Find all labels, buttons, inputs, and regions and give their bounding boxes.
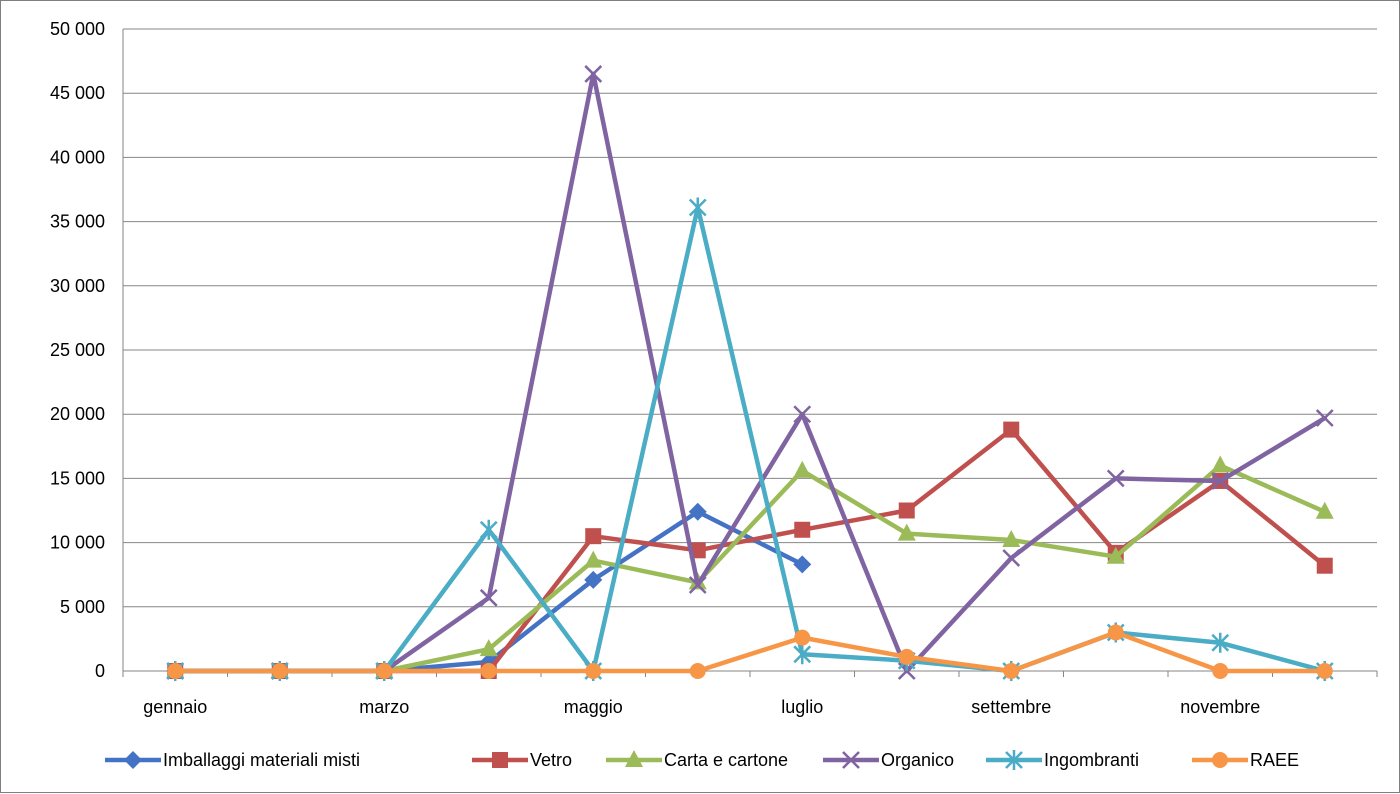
series-vetro	[167, 421, 1333, 679]
legend-item: RAEE	[1192, 750, 1299, 770]
y-tick-label: 10 000	[50, 533, 105, 553]
x-tick-label: luglio	[781, 697, 823, 717]
series-line	[173, 205, 1328, 674]
data-point-diamond	[584, 570, 603, 589]
data-point-circle	[167, 663, 184, 679]
data-point-star	[793, 644, 812, 665]
data-point-circle	[480, 663, 497, 679]
data-point-circle	[376, 663, 393, 679]
data-point-x	[1211, 472, 1230, 490]
x-tick-label: novembre	[1180, 697, 1260, 717]
y-tick-label: 25 000	[50, 340, 105, 360]
data-point-triangle	[479, 639, 498, 657]
legend-label: Imballaggi materiali misti	[163, 750, 360, 770]
data-point-circle	[271, 663, 288, 679]
data-point-x	[584, 65, 603, 83]
data-point-square	[1316, 557, 1333, 574]
data-point-x	[688, 576, 707, 594]
data-point-triangle	[1002, 530, 1021, 548]
data-point-diamond	[688, 502, 707, 521]
data-point-triangle	[584, 550, 603, 568]
y-tick-label: 0	[95, 661, 105, 681]
data-point-diamond	[793, 555, 812, 574]
legend-label: RAEE	[1250, 750, 1299, 770]
legend-item: Carta e cartone	[606, 750, 788, 770]
y-tick-label: 50 000	[50, 19, 105, 39]
x-tick-label: marzo	[359, 697, 409, 717]
data-point-star	[1211, 632, 1230, 653]
data-point-square	[492, 752, 508, 768]
data-point-star	[479, 519, 498, 540]
series-carta-e-cartone	[166, 455, 1334, 678]
data-point-triangle	[1106, 546, 1125, 564]
data-point-circle	[585, 663, 602, 679]
data-point-triangle	[625, 750, 643, 767]
data-point-triangle	[793, 460, 812, 478]
y-tick-label: 15 000	[50, 468, 105, 488]
data-point-circle	[1003, 663, 1020, 679]
data-point-triangle	[1315, 501, 1334, 519]
y-tick-label: 35 000	[50, 212, 105, 232]
data-point-square	[1003, 421, 1020, 438]
data-point-diamond	[124, 751, 142, 769]
data-point-x	[479, 588, 498, 607]
x-tick-label: gennaio	[143, 697, 207, 717]
data-point-square	[794, 521, 811, 538]
legend-item: Ingombranti	[986, 750, 1139, 770]
y-tick-label: 45 000	[50, 83, 105, 103]
data-point-x	[793, 405, 812, 424]
y-axis-tick-labels: 0 5 000 10 000 15 000 20 000 25 000 30 000 35 0…	[50, 19, 105, 681]
data-point-x	[1106, 469, 1125, 488]
data-point-circle	[1316, 663, 1333, 679]
data-point-star	[1005, 750, 1023, 770]
data-point-circle	[1107, 624, 1124, 641]
y-tick-label: 40 000	[50, 147, 105, 167]
data-point-triangle	[1211, 455, 1230, 473]
y-tick-label: 20 000	[50, 404, 105, 424]
legend-label: Organico	[881, 750, 954, 770]
series-ingombranti	[166, 197, 1334, 681]
data-point-circle	[1212, 663, 1229, 679]
gridlines	[123, 28, 1377, 608]
data-point-circle	[794, 629, 811, 646]
data-point-x	[842, 751, 860, 769]
x-tick-label: maggio	[564, 697, 623, 717]
data-point-square	[898, 502, 915, 519]
data-point-x	[1002, 549, 1021, 567]
legend-item: Organico	[823, 750, 954, 770]
legend-item: Imballaggi materiali misti	[105, 750, 360, 770]
legend-item: Vetro	[472, 750, 572, 770]
data-point-circle	[1212, 752, 1228, 768]
data-point-x	[1315, 409, 1334, 427]
axes	[122, 29, 1378, 677]
data-point-circle	[689, 663, 706, 679]
legend-label: Vetro	[530, 750, 572, 770]
series-line	[173, 630, 1328, 674]
series-raee	[167, 624, 1333, 679]
data-point-triangle	[897, 523, 916, 541]
series-group	[166, 65, 1334, 681]
data-point-star	[688, 197, 707, 218]
y-tick-label: 5 000	[60, 597, 105, 617]
legend: Imballaggi materiali misti Vetro Carta e c…	[105, 750, 1299, 770]
legend-label: Carta e cartone	[664, 750, 788, 770]
data-point-square	[585, 528, 602, 545]
x-tick-label: settembre	[971, 697, 1051, 717]
legend-label: Ingombranti	[1044, 750, 1139, 770]
data-point-circle	[898, 648, 915, 665]
series-line	[173, 71, 1328, 674]
x-axis-tick-labels: gennaio marzo maggio luglio settembre novembr…	[143, 697, 1260, 717]
y-tick-label: 30 000	[50, 276, 105, 296]
